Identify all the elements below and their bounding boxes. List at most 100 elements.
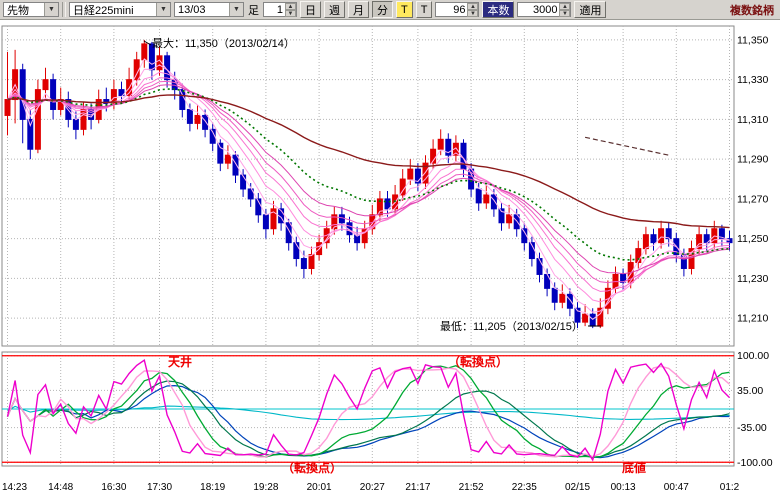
candlestick <box>559 293 566 303</box>
candlestick <box>498 208 505 224</box>
price-axis-label: 11,310 <box>737 114 768 126</box>
oscillator-line-mid-green <box>6 364 730 458</box>
price-axis-label: 11,210 <box>737 313 768 325</box>
candlestick <box>399 178 406 196</box>
candlestick <box>376 198 383 216</box>
candlestick <box>202 114 209 130</box>
time-axis-label: 00:13 <box>611 482 636 493</box>
bars-count-value: 96 <box>453 3 466 16</box>
main-panel-border <box>1 25 735 347</box>
candlestick <box>103 99 110 105</box>
interval-label: 足 <box>248 4 259 17</box>
period-month-button[interactable]: 月 <box>348 1 369 18</box>
range-stepper[interactable]: 3000 ▲ ▼ <box>517 2 572 17</box>
time-axis-label: 20:01 <box>307 482 332 493</box>
period-day-button[interactable]: 日 <box>300 1 321 18</box>
candlestick <box>384 198 391 210</box>
candlestick <box>483 194 490 204</box>
multi-symbol-link[interactable]: 複数銘柄 <box>730 4 774 17</box>
candlestick <box>34 89 41 150</box>
price-axis-label: 11,350 <box>737 34 768 46</box>
candlestick <box>27 118 34 150</box>
candlestick <box>574 307 581 323</box>
bars-count-stepper[interactable]: 96 ▲ ▼ <box>435 2 480 17</box>
chevron-down-icon: ▼ <box>156 3 170 16</box>
price-axis-label: 11,270 <box>737 193 768 205</box>
candlestick <box>582 313 589 323</box>
time-axis-label: 02/15 <box>565 482 590 493</box>
price-chart[interactable]: 11,350 11,330 11,310 11,290 11,270 11,250 11,2… <box>0 20 780 500</box>
interval-stepper[interactable]: 1 ▲ ▼ <box>263 2 297 17</box>
apply-button[interactable]: 適用 <box>574 1 607 18</box>
candlestick <box>4 99 11 116</box>
time-axis-label: 22:35 <box>512 482 537 493</box>
spinner-arrows-icon[interactable]: ▲ ▼ <box>559 2 571 17</box>
candlestick <box>262 214 269 230</box>
oscillator-line-fast-magenta <box>6 359 730 462</box>
oscillator-axis-label: -35.00 <box>737 422 767 434</box>
candlestick <box>407 168 414 180</box>
chevron-down-icon: ▼ <box>44 3 58 16</box>
candlestick <box>430 148 437 164</box>
candlestick <box>680 254 687 269</box>
chevron-down-icon: ▼ <box>229 3 243 16</box>
candlestick <box>270 208 277 230</box>
green-dotted-ma-line <box>7 88 730 261</box>
candlestick <box>696 234 703 250</box>
candlestick <box>72 118 79 130</box>
time-axis-label: 20:27 <box>360 482 385 493</box>
candlestick <box>118 89 125 97</box>
candlestick <box>665 228 672 240</box>
candlestick <box>224 154 231 164</box>
candlestick <box>247 188 254 200</box>
time-axis-label: 21:17 <box>405 482 430 493</box>
candlestick <box>414 168 421 184</box>
period-week-button[interactable]: 週 <box>324 1 345 18</box>
candlestick <box>240 174 247 190</box>
candlestick <box>718 228 725 240</box>
candlestick <box>300 258 307 269</box>
bars-label-button[interactable]: 本数 <box>482 1 515 18</box>
time-axis-label: 14:48 <box>48 482 73 493</box>
t-button-2[interactable]: T <box>415 1 433 18</box>
candlestick <box>635 248 642 264</box>
oscillator-axis-label: -100.00 <box>737 457 773 469</box>
candlestick <box>19 69 26 120</box>
candlestick <box>80 108 87 130</box>
contract-month-select[interactable]: 13/03 ▼ <box>174 2 244 17</box>
max-annotation-leader <box>143 40 152 46</box>
candlestick <box>437 138 444 150</box>
spinner-arrows-icon[interactable]: ▲ ▼ <box>285 2 296 17</box>
oscillator-axis-label: 35.00 <box>737 385 763 397</box>
candlestick <box>110 89 117 105</box>
price-axis-label: 11,230 <box>737 273 768 285</box>
time-axis-label: 21:52 <box>459 482 484 493</box>
candlestick <box>50 79 57 110</box>
time-axis-label: 16:30 <box>101 482 126 493</box>
interval-value: 1 <box>276 3 283 16</box>
symbol-select[interactable]: 日経225mini ▼ <box>69 2 171 17</box>
candlestick <box>475 188 482 204</box>
price-axis-label: 11,250 <box>737 233 768 245</box>
candlestick <box>255 198 262 216</box>
candlestick <box>589 313 596 327</box>
oscillator-signal-annotation: （転換点） <box>282 460 342 475</box>
range-value: 3000 <box>532 3 558 16</box>
t-toggle-button[interactable]: T <box>396 1 413 18</box>
candlestick <box>217 142 224 164</box>
min-price-annotation: 最低：11,205（2013/02/15） <box>440 320 583 333</box>
contract-month-value: 13/03 <box>178 3 206 16</box>
time-axis-label: 01:2 <box>720 482 740 493</box>
market-select[interactable]: 先物 ▼ <box>3 2 59 17</box>
spinner-arrows-icon[interactable]: ▲ ▼ <box>467 2 479 17</box>
candlestick <box>293 242 300 260</box>
candlestick <box>536 258 543 275</box>
candlestick <box>186 108 193 124</box>
candlestick <box>551 287 558 303</box>
price-axis-label: 11,290 <box>737 154 768 166</box>
period-minute-button[interactable]: 分 <box>372 1 393 18</box>
candlestick <box>141 43 148 61</box>
candlestick <box>445 138 452 156</box>
candlestick <box>620 273 627 283</box>
